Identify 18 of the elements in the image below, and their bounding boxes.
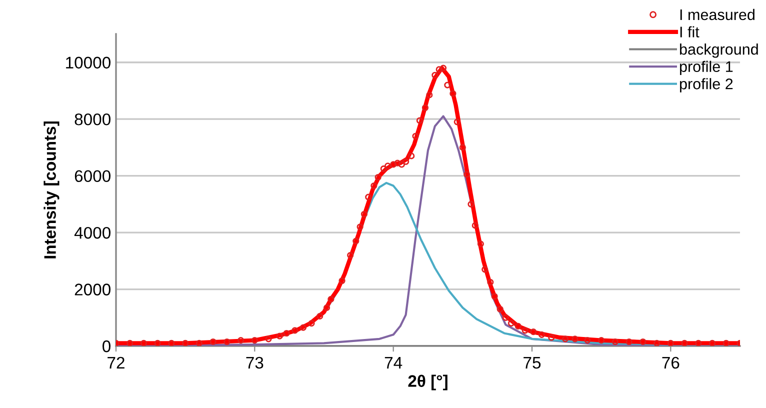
x-axis-title: 2θ [°] bbox=[408, 374, 448, 390]
x-tick-label: 74 bbox=[384, 357, 402, 368]
x-tick-label: 73 bbox=[246, 356, 264, 369]
y-tick-label: 8000 bbox=[74, 113, 110, 126]
legend-label: I fit bbox=[680, 26, 700, 38]
y-tick-label: 2000 bbox=[74, 284, 110, 296]
x-tick-label: 76 bbox=[662, 356, 680, 369]
y-tick-label: 0 bbox=[102, 340, 110, 352]
y-tick-label: 4000 bbox=[74, 226, 110, 239]
y-tick-label: 6000 bbox=[74, 170, 110, 182]
x-tick-label: 72 bbox=[108, 356, 124, 368]
y-axis-title: Intensity [counts] bbox=[44, 121, 60, 258]
legend-label: profile 2 bbox=[680, 78, 733, 92]
legend-label: profile 1 bbox=[680, 60, 733, 76]
legend-label: I measured bbox=[680, 8, 754, 20]
y-tick-label: 10000 bbox=[66, 56, 110, 69]
x-tick-label: 75 bbox=[524, 357, 541, 369]
legend-label: background bbox=[680, 44, 758, 58]
